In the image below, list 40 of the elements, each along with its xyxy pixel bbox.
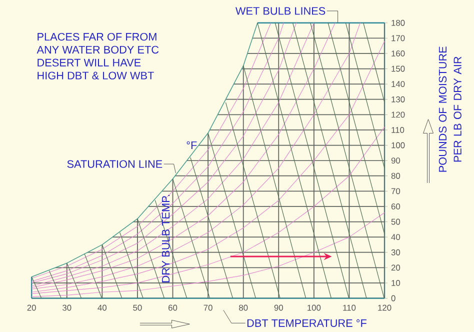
y-axis-title: POUNDS OF MOISTURE PER LB OF DRY AIR — [438, 46, 462, 172]
y-tick-label: 50 — [391, 218, 400, 225]
annotation: HIGH DBT & LOW WBT — [38, 72, 154, 80]
text: WET BULB LINES — [236, 7, 326, 15]
x-tick-label: 100 — [308, 304, 321, 311]
x-tick-label: 90 — [274, 304, 283, 311]
x-tick-label: 60 — [168, 304, 178, 311]
y-tick-label: 160 — [392, 50, 405, 56]
y-tick-label: 180 — [392, 20, 405, 26]
y-tick-label: 20 — [391, 264, 400, 271]
annotation: ANY WATER BODY ETC — [36, 46, 159, 54]
y-tick-label: 120 — [392, 112, 405, 118]
y-tick-label: 150 — [392, 66, 405, 72]
x-tick-label: 80 — [239, 304, 248, 311]
y-tick-label: 170 — [392, 35, 405, 42]
annotation: DESERT WILL HAVE — [38, 58, 141, 66]
y-tick-label: 100 — [392, 142, 405, 148]
y-tick-label: 10 — [392, 280, 400, 286]
y-tick-label: 0 — [391, 295, 396, 302]
y-tick-label: 70 — [391, 188, 400, 194]
annotation: °F — [186, 141, 197, 149]
x-axis-title: DBT TEMPERATURE °F — [247, 319, 366, 327]
y-tick-label: 80 — [391, 172, 400, 179]
y-tick-label: 130 — [392, 96, 405, 102]
y-tick-label: 60 — [391, 203, 400, 210]
x-tick-label: 20 — [27, 304, 36, 311]
y-tick-label: 90 — [391, 158, 400, 164]
x-tick-label: 40 — [98, 304, 107, 311]
y-tick-label: 110 — [392, 126, 404, 133]
annotation: SATURATION LINE — [67, 160, 162, 168]
y-tick-label: 140 — [392, 81, 405, 88]
y-tick-label: 30 — [391, 249, 400, 256]
x-tick-label: 30 — [62, 304, 72, 311]
x-tick-label: 50 — [133, 304, 142, 311]
x-tick-label: 70 — [204, 304, 212, 311]
y-tick-label: 40 — [391, 234, 400, 240]
x-tick-label: 110 — [343, 304, 356, 311]
x-tick-label: 120 — [378, 304, 392, 311]
annotation: PLACES FAR OF FROM — [38, 32, 156, 41]
annotation: DRY BULB TEMP. — [162, 194, 170, 282]
